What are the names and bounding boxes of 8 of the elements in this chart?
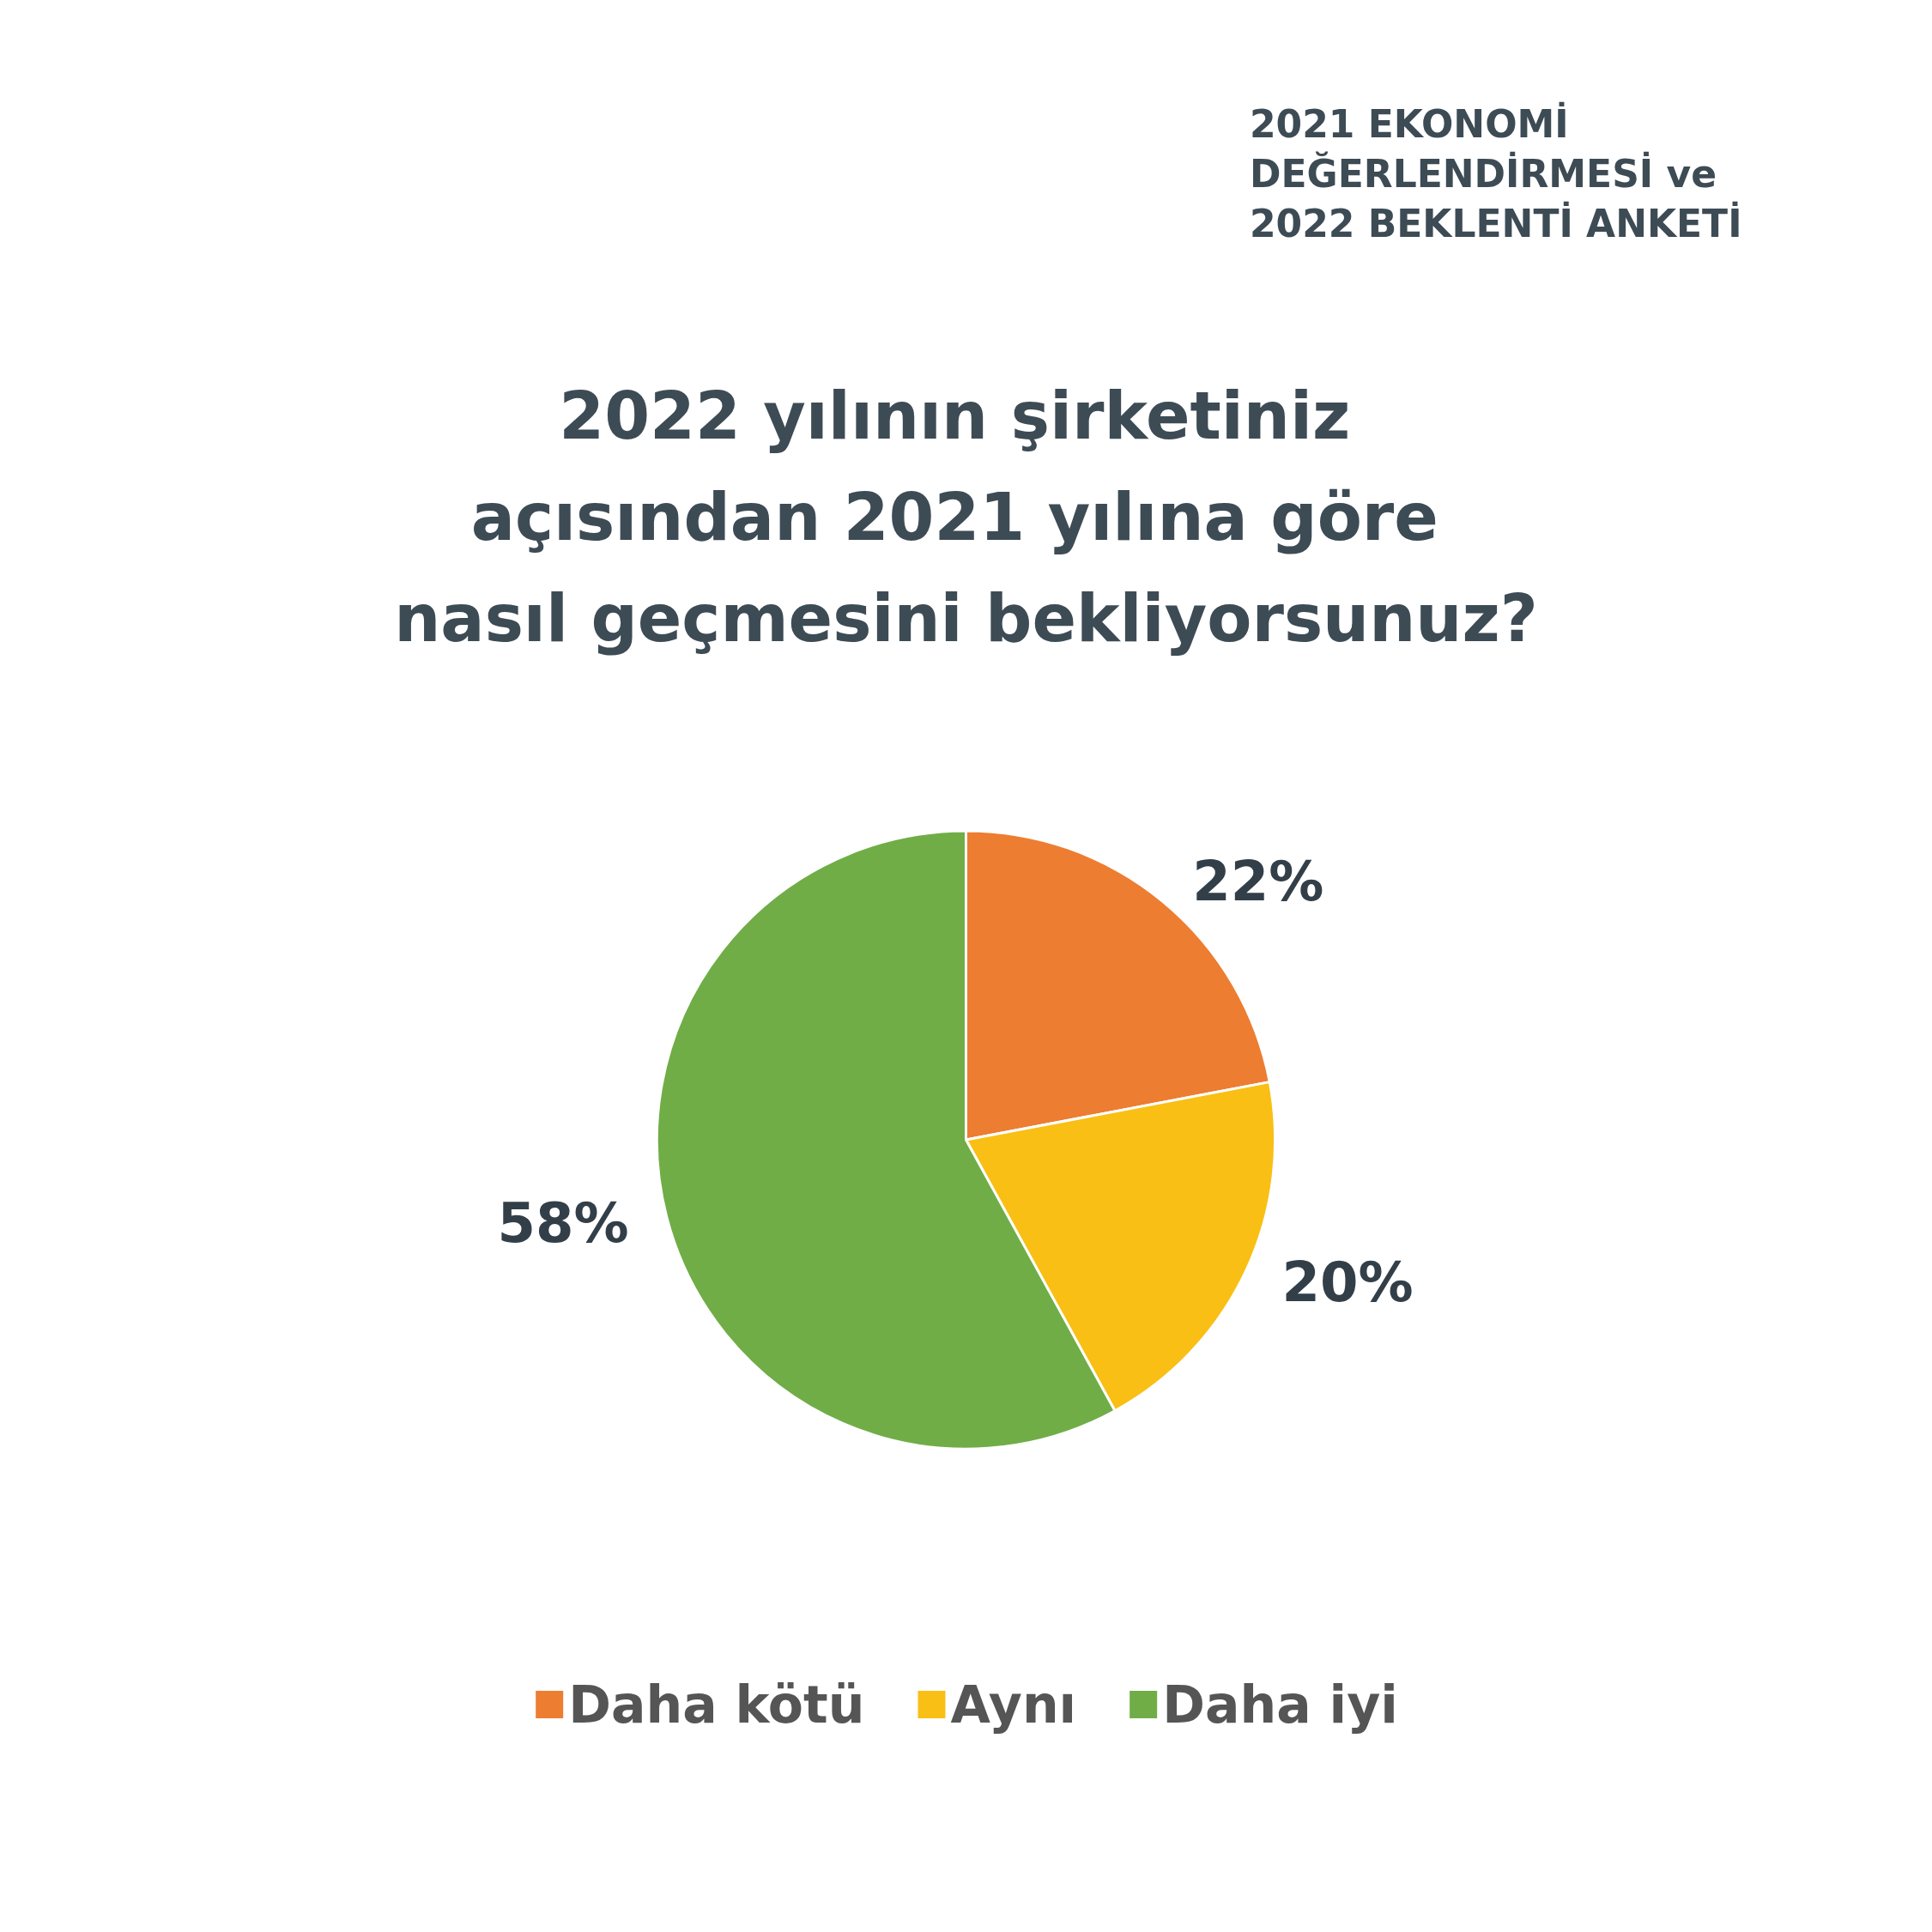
text: 2021 EKONOMİ DEĞERLENDİRMESİ ve 2022 BEKLENTİ ANKETİ xyxy=(1250,100,1742,245)
data-label: 22% xyxy=(1192,850,1324,914)
chart-title: 2022 yılının şirketiniz açısından 2021 yılına göre nasıl geçmesini bekliyorsunuz? xyxy=(394,377,1538,657)
legend-label: Aynı xyxy=(950,1675,1077,1735)
legend-label: Daha kötü xyxy=(568,1675,865,1735)
legend-label: Daha iyi xyxy=(1162,1675,1398,1735)
data-label: 58% xyxy=(497,1191,629,1256)
data-label: 20% xyxy=(1281,1251,1414,1315)
